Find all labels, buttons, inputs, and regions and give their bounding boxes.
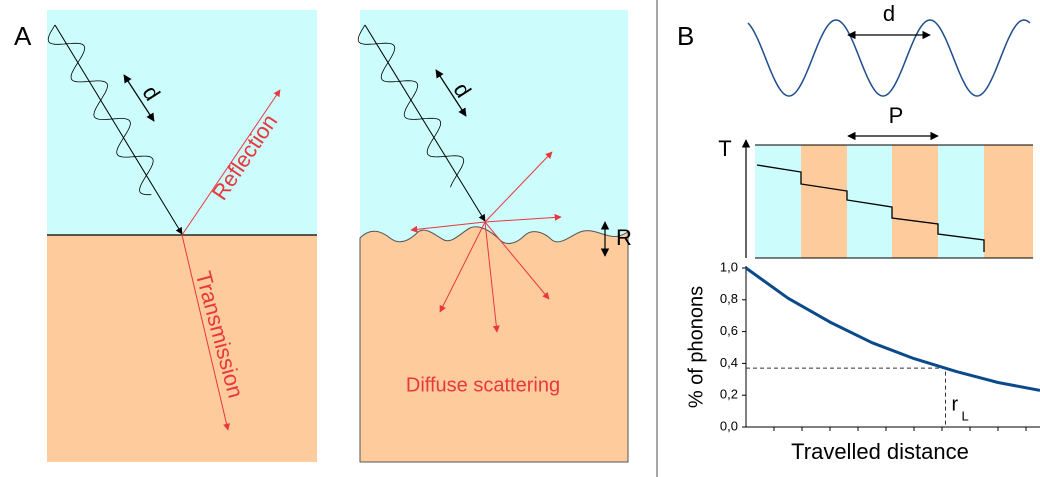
layer [892,145,938,258]
figure: d Reflection Transmission A d R Diffuse … [0,0,1040,477]
temperature-label: T [718,136,731,161]
panel-label: B [677,21,694,51]
layer [755,145,801,258]
decay-plot: 0,0 0,2 0,4 0,6 0,8 1,0 rL % of phonons Travelle… [685,259,1040,463]
layer [938,145,984,258]
superlattice [755,145,1033,258]
marker-subscript: L [962,408,969,423]
decay-curve [746,268,1040,390]
roughness-label: R [616,225,632,250]
layer [801,145,847,258]
layer [984,145,1033,258]
y-axis-title: % of phonons [685,286,707,408]
rough-interface [360,227,628,462]
y-tick-label: 0,4 [720,355,738,370]
period-label: P [889,103,904,128]
panel-label: A [14,21,32,51]
wavelength-label: d [883,1,895,26]
y-tick-label: 1,0 [720,259,738,274]
x-axis-title: Travelled distance [791,439,969,464]
scattering-caption: Diffuse scattering [406,374,560,396]
medium-bottom [47,235,317,462]
phonon-wave [748,20,1030,96]
y-tick-label: 0,2 [720,387,738,402]
y-tick-label: 0,0 [720,418,738,433]
marker-line [746,368,946,427]
y-tick-label: 0,6 [720,323,738,338]
marker-label: r [952,393,959,415]
y-tick-label: 0,8 [720,291,738,306]
